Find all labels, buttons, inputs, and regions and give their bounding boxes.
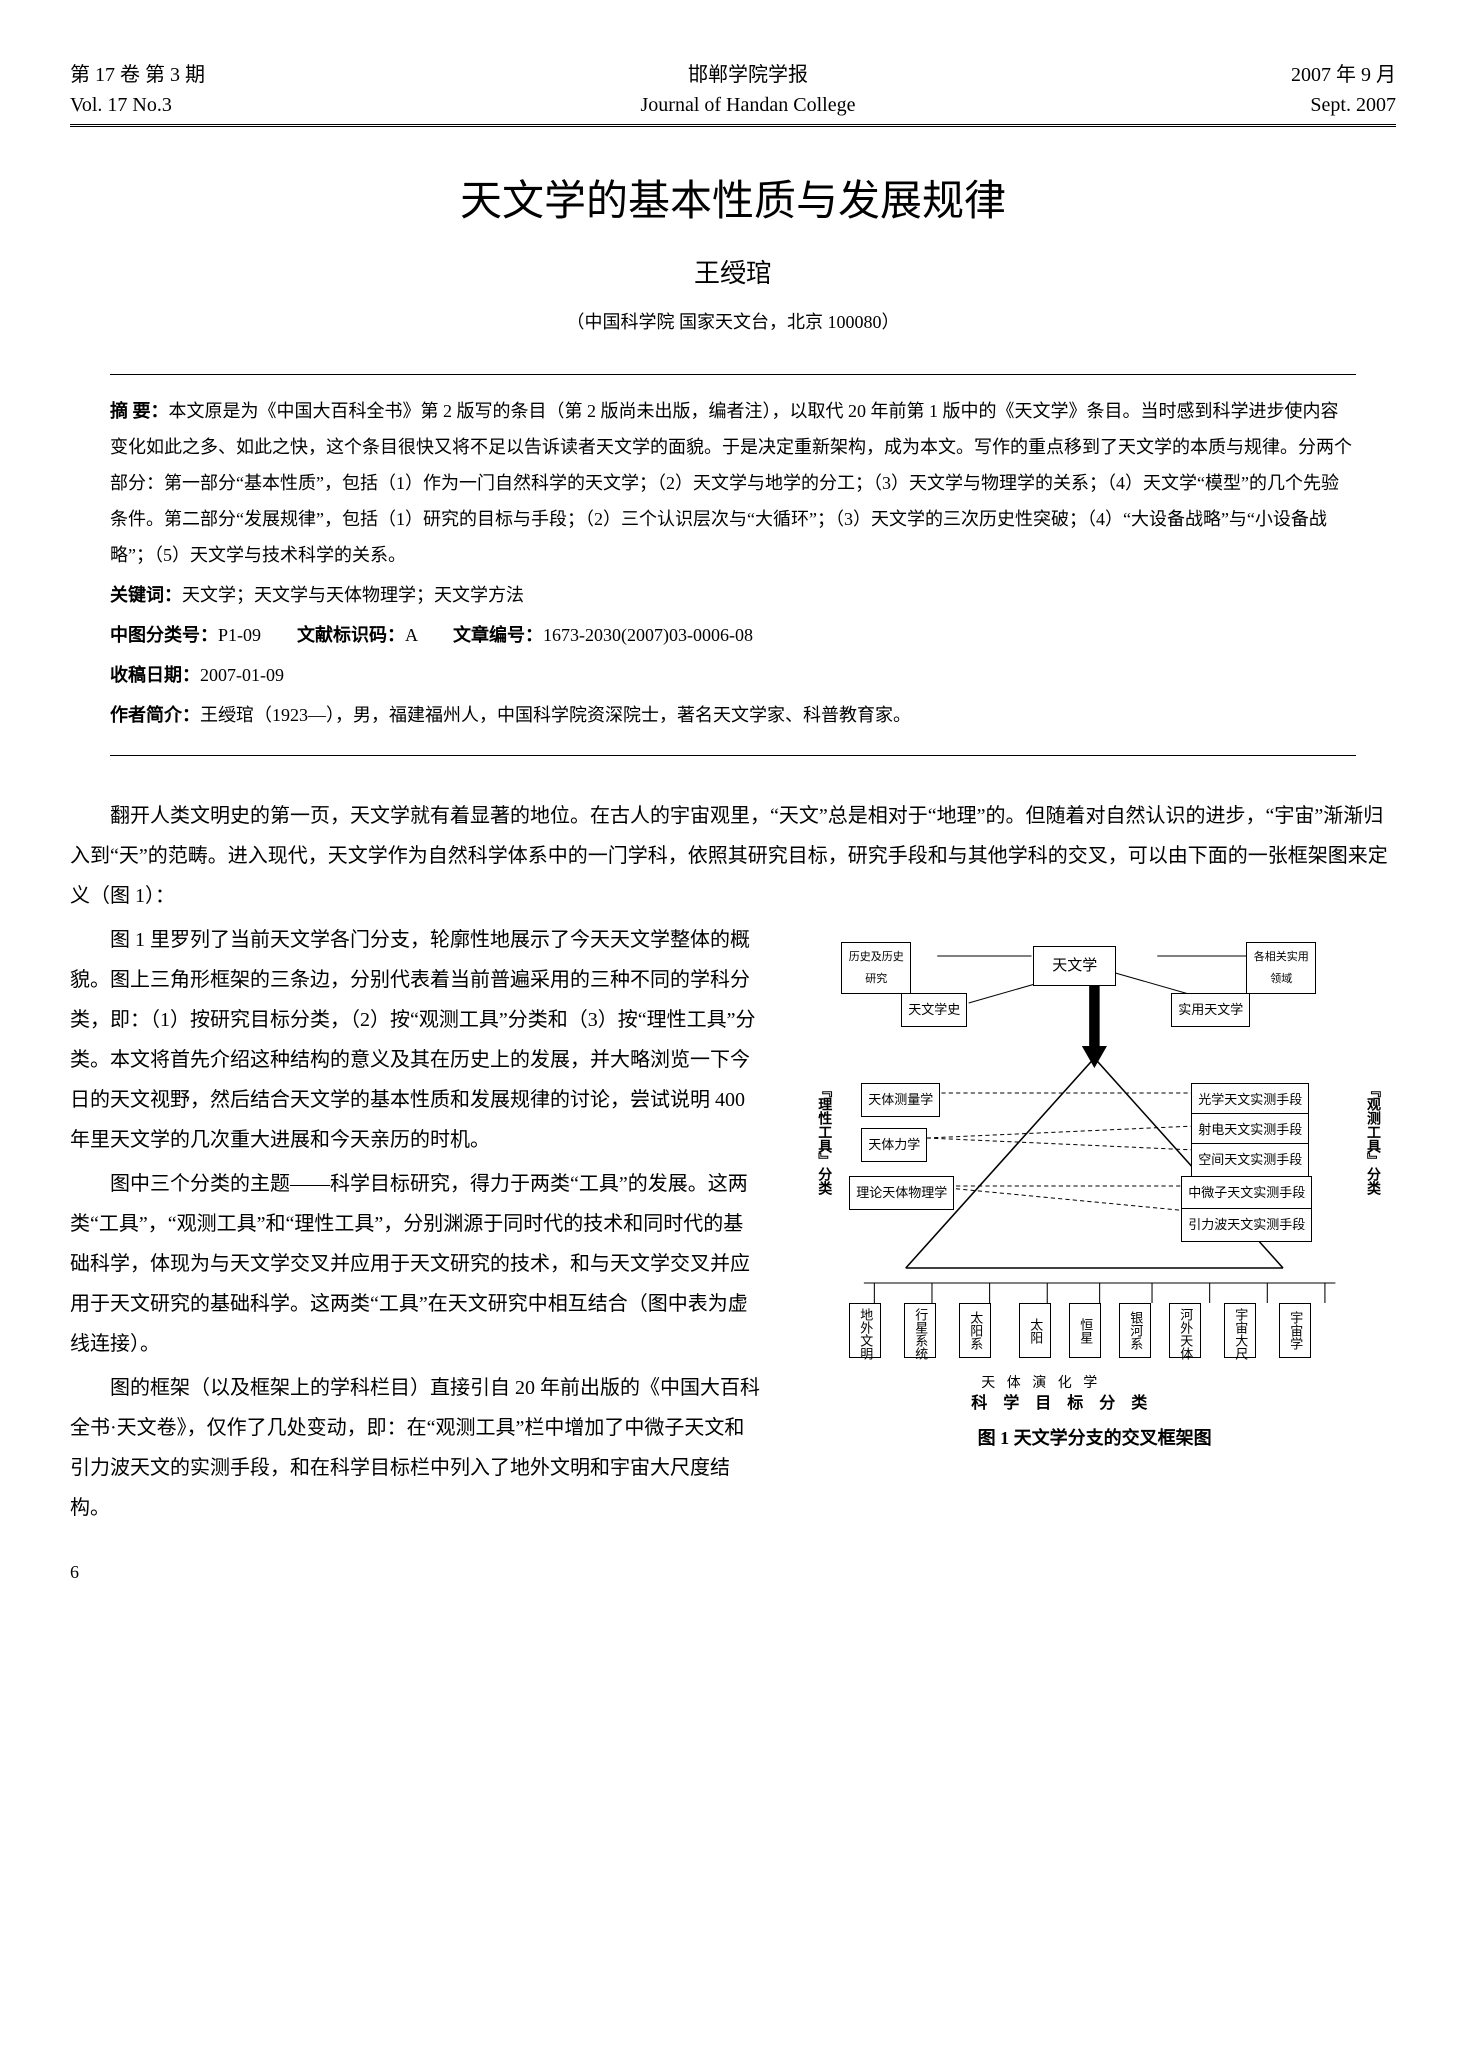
node-optical: 光学天文实测手段: [1191, 1083, 1309, 1117]
article-id-label: 文章编号：: [453, 625, 543, 645]
right-axis-label: 『观测工具』分类: [1358, 1083, 1386, 1195]
header-right: 2007 年 9 月 Sept. 2007: [1291, 60, 1396, 120]
received-date: 2007-01-09: [200, 665, 284, 685]
para-1: 翻开人类文明史的第一页，天文学就有着显著的地位。在古人的宇宙观里，“天文”总是相…: [70, 796, 1396, 916]
para-2: 图 1 里罗列了当前天文学各门分支，轮廓性地展示了今天天文学整体的概貌。图上三角…: [70, 920, 763, 1160]
vol-issue-en: Vol. 17 No.3: [70, 90, 205, 120]
node-b6: 银河系: [1119, 1303, 1151, 1358]
node-practical: 实用天文学: [1171, 993, 1250, 1027]
node-astronomy: 天文学: [1033, 946, 1116, 986]
clc: P1-09: [218, 625, 261, 645]
date-cn: 2007 年 9 月: [1291, 60, 1396, 90]
abstract-text: 本文原是为《中国大百科全书》第 2 版写的条目（第 2 版尚未出版，编者注），以…: [110, 401, 1352, 565]
node-astrometry: 天体测量学: [861, 1083, 940, 1117]
doc-code-label: 文献标识码：: [297, 625, 405, 645]
body: 翻开人类文明史的第一页，天文学就有着显著的地位。在古人的宇宙观里，“天文”总是相…: [70, 796, 1396, 1532]
diagram: 历史及历史研究 天文学 各相关实用领域 天文学史 实用天文学 天体测量学 天体力…: [801, 928, 1388, 1408]
keywords: 关键词：天文学；天文学与天体物理学；天文学方法: [110, 577, 1356, 613]
header-center: 邯郸学院学报 Journal of Handan College: [641, 60, 856, 120]
author: 王绶琯: [70, 253, 1396, 290]
bio-text: 王绶琯（1923—），男，福建福州人，中国科学院资深院士，著名天文学家、科普教育…: [200, 705, 911, 725]
date-en: Sept. 2007: [1291, 90, 1396, 120]
node-neutrino: 中微子天文实测手段: [1181, 1176, 1312, 1210]
node-theoretical-ap: 理论天体物理学: [849, 1176, 954, 1210]
node-gravwave: 引力波天文实测手段: [1181, 1208, 1312, 1242]
clc-label: 中图分类号：: [110, 625, 218, 645]
abstract: 摘 要：本文原是为《中国大百科全书》第 2 版写的条目（第 2 版尚未出版，编者…: [110, 393, 1356, 573]
node-b3: 太阳系: [959, 1303, 991, 1358]
affiliation: （中国科学院 国家天文台，北京 100080）: [70, 308, 1396, 334]
node-b9: 宇宙学: [1279, 1303, 1311, 1358]
doc-code: A: [405, 625, 417, 645]
node-celestial-mech: 天体力学: [861, 1128, 927, 1162]
left-column: 图 1 里罗列了当前天文学各门分支，轮廓性地展示了今天天文学整体的概貌。图上三角…: [70, 920, 763, 1532]
received-label: 收稿日期：: [110, 665, 200, 685]
journal-cn: 邯郸学院学报: [641, 60, 856, 90]
para-4: 图的框架（以及框架上的学科栏目）直接引自 20 年前出版的《中国大百科全书·天文…: [70, 1368, 763, 1528]
abstract-block: 摘 要：本文原是为《中国大百科全书》第 2 版写的条目（第 2 版尚未出版，编者…: [110, 374, 1356, 756]
node-b8: 宇宙大尺: [1224, 1303, 1256, 1358]
node-history: 历史及历史研究: [841, 942, 911, 994]
classification-line: 中图分类号：P1-09 文献标识码：A 文章编号：1673-2030(2007)…: [110, 617, 1356, 653]
left-axis-label: 『理性工具』分类: [809, 1083, 837, 1195]
bio: 作者简介：王绶琯（1923—），男，福建福州人，中国科学院资深院士，著名天文学家…: [110, 697, 1356, 733]
node-b4: 太阳: [1019, 1303, 1051, 1358]
received: 收稿日期：2007-01-09: [110, 657, 1356, 693]
vol-issue-cn: 第 17 卷 第 3 期: [70, 60, 205, 90]
journal-en: Journal of Handan College: [641, 90, 856, 120]
node-radio: 射电天文实测手段: [1191, 1113, 1309, 1147]
two-column: 图 1 里罗列了当前天文学各门分支，轮廓性地展示了今天天文学整体的概貌。图上三角…: [70, 920, 1396, 1532]
figure-1: 历史及历史研究 天文学 各相关实用领域 天文学史 实用天文学 天体测量学 天体力…: [793, 920, 1396, 1464]
journal-header: 第 17 卷 第 3 期 Vol. 17 No.3 邯郸学院学报 Journal…: [70, 60, 1396, 127]
keywords-label: 关键词：: [110, 585, 182, 605]
abstract-label: 摘 要：: [110, 401, 169, 421]
page-number: 6: [70, 1562, 1396, 1583]
article-id: 1673-2030(2007)03-0006-08: [543, 625, 753, 645]
figure-caption: 图 1 天文学分支的交叉框架图: [801, 1420, 1388, 1456]
node-history-astro: 天文学史: [901, 993, 967, 1027]
keywords-text: 天文学；天文学与天体物理学；天文学方法: [182, 585, 524, 605]
node-b5: 恒星: [1069, 1303, 1101, 1358]
bio-label: 作者简介：: [110, 705, 200, 725]
bottom-axis-label: 科 学 目 标 分 类: [971, 1388, 1153, 1420]
node-b1: 地外文明: [849, 1303, 881, 1358]
node-space: 空间天文实测手段: [1191, 1143, 1309, 1177]
article-title: 天文学的基本性质与发展规律: [70, 167, 1396, 228]
node-b7: 河外天体: [1169, 1303, 1201, 1358]
header-left: 第 17 卷 第 3 期 Vol. 17 No.3: [70, 60, 205, 120]
node-applied: 各相关实用领域: [1246, 942, 1316, 994]
right-column: 历史及历史研究 天文学 各相关实用领域 天文学史 实用天文学 天体测量学 天体力…: [793, 920, 1396, 1464]
para-3: 图中三个分类的主题——科学目标研究，得力于两类“工具”的发展。这两类“工具”，“…: [70, 1164, 763, 1364]
node-b2: 行星系统: [904, 1303, 936, 1358]
